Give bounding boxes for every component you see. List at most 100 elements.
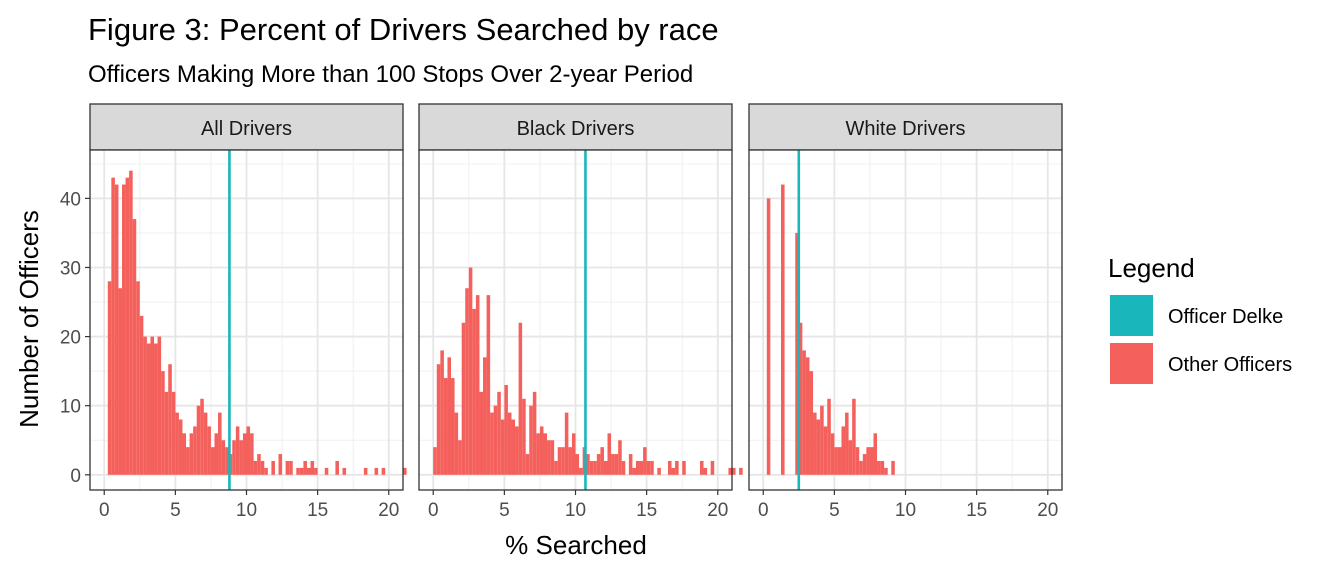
- histogram-bar: [210, 447, 215, 475]
- histogram-bar: [451, 378, 455, 475]
- histogram-bar: [880, 460, 885, 475]
- histogram-bar: [114, 184, 119, 475]
- histogram-bar: [891, 460, 895, 475]
- x-tick-label: 15: [307, 500, 328, 521]
- y-tick-label: 40: [60, 189, 81, 210]
- histogram-bar: [440, 350, 444, 475]
- histogram-bar: [296, 467, 300, 475]
- histogram-bar: [225, 447, 229, 475]
- x-tick-label: 20: [707, 500, 728, 521]
- histogram-bar: [639, 460, 644, 475]
- histogram-bar: [486, 295, 491, 475]
- y-tick-label: 0: [70, 466, 81, 487]
- histogram-bar: [154, 343, 158, 475]
- histogram-bar: [139, 315, 144, 475]
- histogram-bar: [196, 405, 201, 475]
- histogram-bar: [490, 412, 494, 475]
- histogram-bar: [550, 440, 555, 475]
- facet-panel: Black Drivers 0 5 10 15 20: [418, 103, 757, 521]
- histogram-bar: [483, 357, 487, 475]
- histogram-bar: [603, 460, 608, 475]
- histogram-bar: [221, 440, 226, 475]
- histogram-bar: [667, 460, 672, 475]
- histogram-bar: [168, 364, 172, 475]
- histogram-bar: [285, 460, 290, 475]
- histogram-bar: [475, 295, 480, 475]
- histogram-bar: [798, 322, 803, 475]
- histogram-bar: [703, 467, 708, 475]
- histogram-bar: [632, 467, 636, 475]
- histogram-bar: [314, 467, 318, 475]
- histogram-bar: [461, 322, 466, 475]
- histogram-bar: [242, 433, 247, 475]
- histogram-bar: [525, 454, 530, 475]
- histogram-bar: [257, 454, 261, 475]
- histogram-bar: [813, 412, 817, 475]
- histogram-bar: [589, 460, 594, 475]
- histogram-bar: [193, 426, 197, 475]
- histogram-bar: [557, 447, 562, 475]
- histogram-bar: [264, 467, 268, 475]
- histogram-bar: [164, 391, 169, 475]
- histogram-bar: [611, 454, 615, 475]
- histogram-bar: [306, 467, 311, 475]
- y-tick-label: 20: [60, 328, 81, 349]
- facet-panels: All Drivers 0 5 10 15 20 Black Drivers 0 5 10 15 20…: [60, 103, 1063, 521]
- histogram-bar: [403, 467, 407, 475]
- histogram-bar: [823, 426, 828, 475]
- x-tick-label: 0: [428, 500, 439, 521]
- histogram-bar: [458, 440, 462, 475]
- histogram-bar: [468, 267, 473, 475]
- histogram-bar: [596, 454, 601, 475]
- y-axis-title: Number of Officers: [14, 210, 44, 428]
- histogram-bar: [381, 467, 386, 475]
- histogram-bar: [529, 405, 533, 475]
- histogram-bar: [766, 198, 771, 475]
- histogram-bar: [884, 467, 888, 475]
- histogram-bar: [568, 447, 572, 475]
- histogram-bar: [579, 467, 583, 475]
- histogram-bar: [827, 398, 831, 475]
- histogram-bar: [837, 447, 842, 475]
- histogram-bar: [161, 371, 165, 475]
- histogram-bar: [657, 467, 661, 475]
- chart-title: Figure 3: Percent of Drivers Searched by…: [88, 12, 719, 47]
- histogram-bar: [834, 447, 838, 475]
- histogram-bar: [618, 440, 622, 475]
- histogram-bar: [859, 460, 863, 475]
- histogram-bar: [845, 412, 849, 475]
- histogram-bar: [253, 460, 258, 475]
- histogram-bar: [335, 460, 339, 475]
- histogram-bar: [443, 378, 448, 475]
- histogram-bar: [122, 184, 126, 475]
- histogram-bar: [235, 426, 240, 475]
- x-tick-label: 5: [499, 500, 510, 521]
- histogram-bar: [504, 384, 508, 475]
- histogram-bar: [781, 184, 785, 475]
- legend: Legend Officer Delke Other Officers: [1108, 253, 1292, 384]
- histogram-bar: [600, 447, 604, 475]
- x-tick-label: 10: [236, 500, 257, 521]
- histogram-bar: [571, 433, 576, 475]
- x-tick-label: 15: [636, 500, 657, 521]
- legend-item-label: Officer Delke: [1168, 306, 1283, 328]
- facet-label: All Drivers: [201, 118, 292, 140]
- histogram-bar: [643, 447, 647, 475]
- histogram-bar: [739, 467, 743, 475]
- x-tick-label: 15: [966, 500, 987, 521]
- x-tick-label: 0: [99, 500, 110, 521]
- histogram-bar: [710, 460, 715, 475]
- histogram-bar: [593, 460, 597, 475]
- x-tick-label: 0: [758, 500, 769, 521]
- x-tick-label: 5: [829, 500, 840, 521]
- histogram-bar: [299, 467, 304, 475]
- histogram-bar: [564, 412, 569, 475]
- histogram-bar: [614, 454, 619, 475]
- histogram-bar: [493, 405, 498, 475]
- x-tick-label: 20: [1037, 500, 1058, 521]
- histogram-bar: [465, 288, 469, 475]
- histogram-bar: [635, 460, 640, 475]
- histogram-bar: [310, 460, 315, 475]
- histogram-bar: [852, 398, 856, 475]
- histogram-bar: [621, 460, 626, 475]
